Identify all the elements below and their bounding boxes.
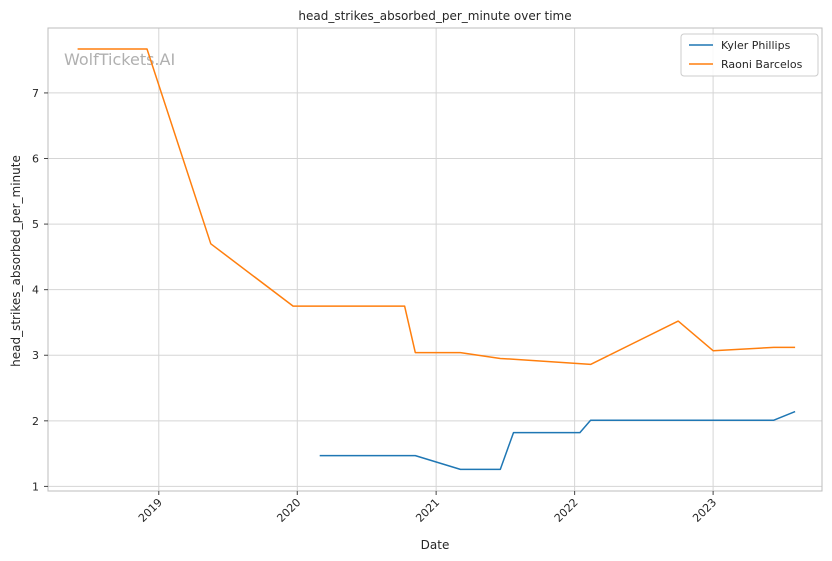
legend-label-raoni-barcelos: Raoni Barcelos [721,58,803,71]
y-axis-ticks: 1 2 3 4 5 6 7 [32,87,48,493]
plot-frame [47,27,823,492]
y-tick-label: 3 [32,349,39,362]
plot-area [48,28,822,491]
legend: Kyler Phillips Raoni Barcelos [680,33,819,77]
chart-title: head_strikes_absorbed_per_minute over ti… [298,9,571,23]
y-tick-label: 2 [32,415,39,428]
y-axis-label: head_strikes_absorbed_per_minute [9,155,23,367]
plot-background [48,28,822,491]
series-layer [77,48,796,471]
legend-label-kyler-phillips: Kyler Phillips [721,39,791,52]
legend-box [680,33,819,77]
series-line-raoni-barcelos [77,48,796,366]
x-axis-label: Date [421,538,450,552]
y-tick-label: 4 [32,284,39,297]
y-tick-label: 1 [32,480,39,493]
y-tick-label: 6 [32,153,39,166]
series-line-kyler-phillips [319,410,796,471]
watermark: WolfTickets.AI [64,50,175,69]
y-tick-label: 7 [32,87,39,100]
axes-border [47,27,823,492]
y-tick-label: 5 [32,218,39,231]
